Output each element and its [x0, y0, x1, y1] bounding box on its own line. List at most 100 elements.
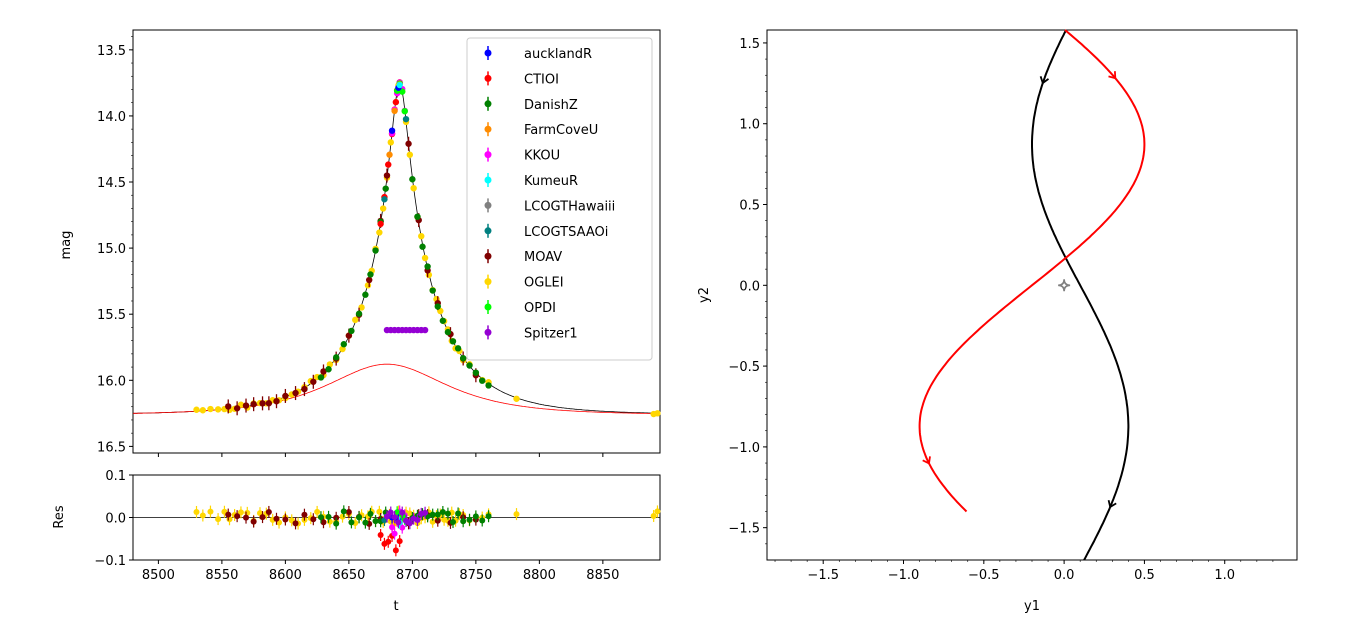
residual-point: [434, 517, 441, 524]
legend-marker: [484, 328, 492, 336]
res-x-tick-label: 8650: [332, 568, 365, 583]
residual-point: [193, 508, 200, 515]
trajectory-arrow: [1107, 499, 1117, 509]
legend-label: Spitzer1: [524, 326, 578, 341]
data-point: [259, 400, 266, 407]
data-point: [325, 366, 332, 373]
y-tick-label: 14.5: [97, 176, 126, 191]
data-point: [317, 374, 325, 381]
traj-x-tick-label: 1.0: [1214, 568, 1235, 583]
legend-label: LCOGTHawaiii: [524, 199, 615, 214]
residual-point: [395, 519, 402, 526]
residual-point: [348, 519, 355, 526]
traj-x-tick-label: −1.5: [807, 568, 839, 583]
data-point: [355, 310, 363, 317]
res-y-tick-label: 0.1: [105, 469, 126, 484]
trajectory-arrow: [1039, 76, 1050, 85]
residuals-y-label: Res: [52, 505, 67, 528]
data-point: [320, 368, 327, 375]
residual-point: [372, 518, 379, 525]
residuals-x-label: t: [393, 599, 398, 614]
data-point: [362, 291, 369, 298]
traj-y-tick-label: 0.0: [739, 279, 760, 294]
residual-point: [391, 514, 398, 521]
residuals-x-ticks: 8500 8550 8600 8650 8700 8750 8800 8850: [142, 560, 619, 583]
residual-point: [339, 513, 346, 520]
data-point: [406, 151, 414, 158]
data-point: [273, 397, 280, 405]
residual-point: [406, 520, 413, 527]
legend-label: LCOGTSAAOi: [524, 225, 608, 240]
legend-label: KKOU: [524, 149, 560, 164]
residual-point: [207, 508, 214, 515]
data-point: [439, 317, 447, 324]
light-curve-y-ticks: 13.5 14.0 14.5 15.0 15.5 16.0 16.5: [97, 36, 133, 455]
data-point: [396, 81, 403, 89]
residual-point: [310, 516, 317, 523]
trajectory-line: [918, 29, 1146, 513]
residual-point: [396, 538, 403, 545]
residual-point: [399, 509, 406, 516]
residual-point: [394, 509, 401, 516]
y-tick-label: 15.5: [97, 308, 126, 323]
res-x-tick-label: 8600: [269, 568, 302, 583]
data-point: [485, 382, 492, 389]
data-point: [402, 115, 410, 123]
data-point: [301, 385, 308, 393]
y-tick-label: 16.0: [97, 374, 126, 389]
residual-point: [429, 518, 436, 525]
data-point: [199, 407, 207, 414]
residual-point: [345, 508, 352, 515]
residual-point: [485, 513, 492, 520]
res-x-tick-label: 8550: [205, 568, 238, 583]
residual-point: [385, 538, 392, 545]
data-point: [377, 220, 384, 228]
data-point: [340, 341, 347, 348]
residual-point: [265, 508, 272, 515]
data-point: [250, 400, 257, 408]
data-point: [364, 282, 372, 289]
data-point: [332, 354, 340, 361]
data-point: [424, 263, 431, 270]
legend-label: FarmCoveU: [524, 123, 598, 138]
legend-label: KumeuR: [524, 174, 578, 189]
traj-y-tick-label: 1.5: [739, 37, 760, 52]
legend-marker: [484, 125, 492, 133]
data-point: [421, 254, 429, 262]
legend-label: CTIOI: [524, 72, 559, 87]
data-point: [383, 172, 391, 179]
res-y-tick-label: 0.0: [105, 512, 126, 527]
residual-point: [377, 531, 384, 538]
residual-point: [273, 515, 280, 522]
residual-point: [250, 518, 257, 525]
residual-point: [479, 517, 486, 524]
trajectory-x-ticks: −1.5 −1.0 −0.5 0.0 0.5 1.0: [774, 560, 1274, 583]
residual-point: [215, 516, 222, 523]
residual-point: [292, 520, 299, 527]
residual-point: [243, 514, 250, 521]
residual-point: [317, 514, 324, 521]
data-point: [326, 361, 334, 368]
residual-point: [333, 520, 340, 527]
residual-point: [399, 524, 406, 531]
data-point: [358, 304, 365, 311]
residual-point: [259, 514, 266, 521]
light-curve-y-label: mag: [59, 231, 74, 260]
data-point: [434, 303, 441, 310]
data-point: [348, 327, 355, 335]
legend-label: MOAV: [524, 250, 562, 265]
legend: aucklandR CTIOI DanishZ FarmCoveU KKOU KumeuR…: [466, 37, 653, 361]
data-point: [352, 316, 359, 324]
data-point: [339, 345, 346, 353]
y-tick-label: 16.5: [97, 440, 126, 455]
y-tick-label: 13.5: [97, 44, 126, 59]
trajectory-y-ticks: −1.5 −1.0 −0.5 0.0 0.5 1.0 1.5: [728, 37, 767, 545]
residual-point: [356, 514, 363, 521]
residual-point: [340, 508, 347, 515]
res-x-tick-label: 8800: [523, 568, 556, 583]
res-x-tick-label: 8500: [142, 568, 175, 583]
residual-point: [314, 508, 321, 515]
data-point: [372, 247, 379, 254]
legend-marker: [484, 201, 492, 209]
